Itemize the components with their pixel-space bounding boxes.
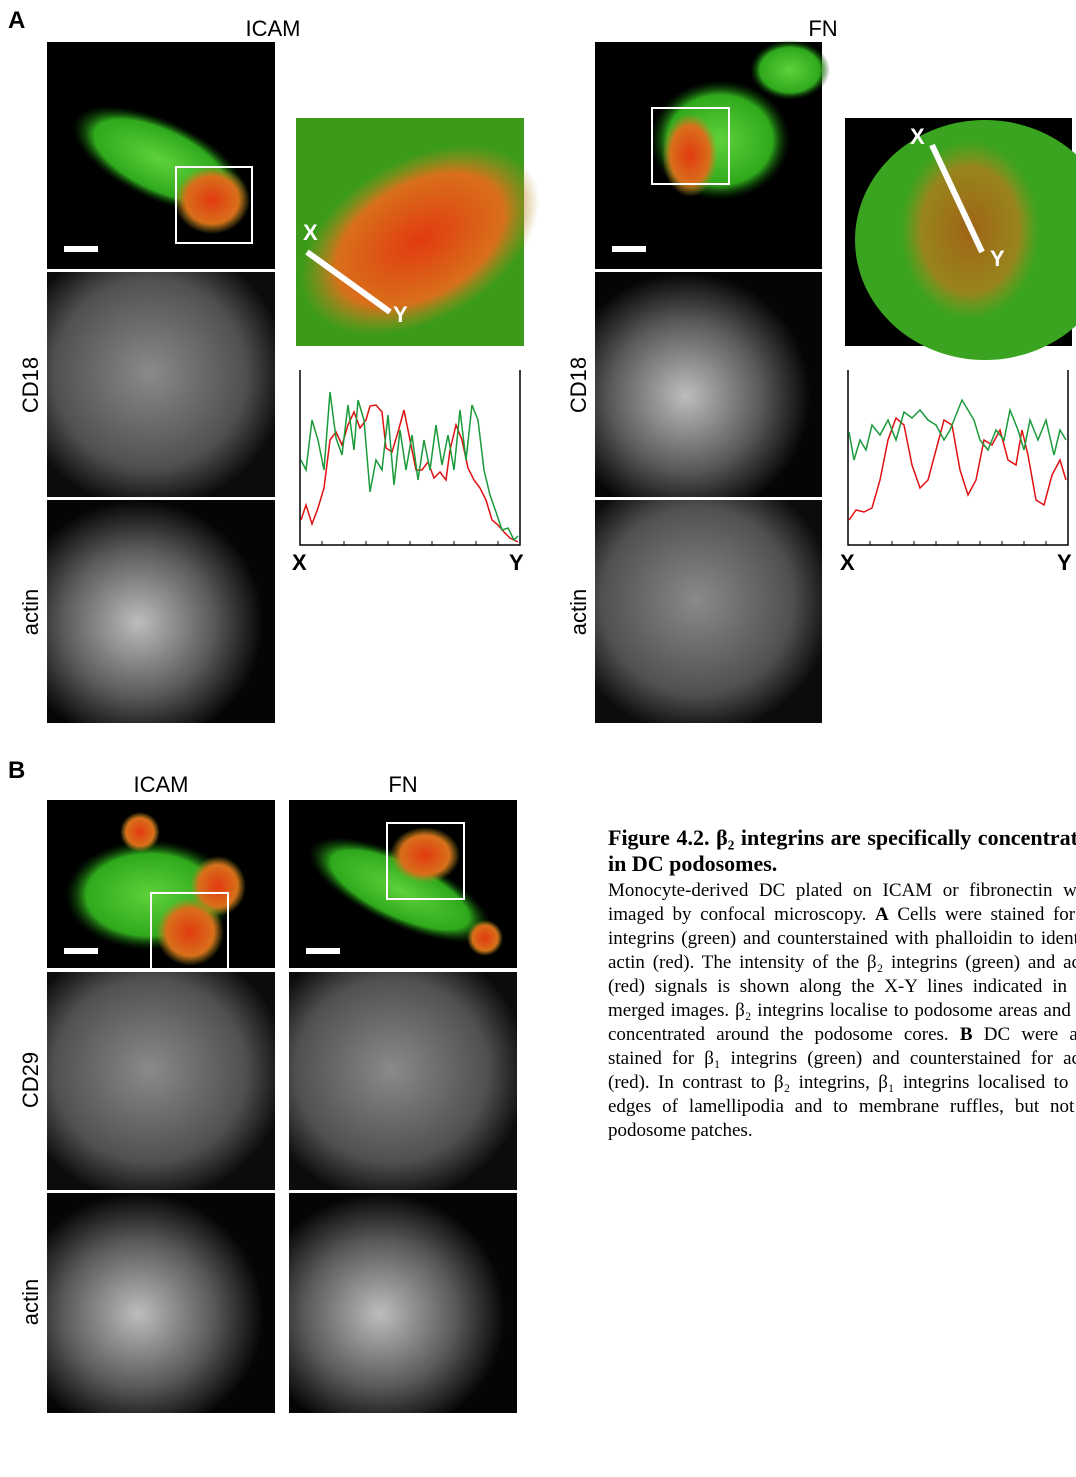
column-title: ICAM <box>246 16 301 41</box>
axis-end-label: Y <box>509 550 524 575</box>
figure-caption: Figure 4.2. β₂ integrins are specificall… <box>608 825 1076 1143</box>
row-label: actin <box>18 589 43 635</box>
line-end-label: Y <box>990 246 1005 271</box>
caption-text: Cells were stained for β₂ integrins (gre… <box>608 904 1076 1045</box>
line-end-label: Y <box>393 302 408 327</box>
row-label: CD18 <box>566 357 591 413</box>
column-title: FN <box>808 16 837 41</box>
grey-image <box>289 1193 517 1413</box>
caption-text: DC were also stained for β₁ integrins (g… <box>608 1024 1076 1141</box>
grey-image <box>47 500 275 723</box>
column-title: FN <box>388 772 417 797</box>
inset-image <box>845 118 1076 360</box>
row-label: CD29 <box>18 1052 43 1108</box>
row-label: actin <box>566 589 591 635</box>
inset-image <box>296 118 540 346</box>
merged-image <box>595 40 830 269</box>
column-title: ICAM <box>134 772 189 797</box>
grey-image <box>595 272 822 497</box>
panel-label: B <box>8 757 25 784</box>
grey-image <box>47 972 275 1190</box>
caption-title: Figure 4.2. β₂ integrins are specificall… <box>608 825 1076 876</box>
merged-image <box>47 800 275 970</box>
grey-image <box>47 272 275 497</box>
caption-panel-ref: B <box>959 1024 973 1045</box>
axis-end-label: Y <box>1057 550 1072 575</box>
line-end-label: X <box>303 220 318 245</box>
row-label: CD18 <box>18 357 43 413</box>
merged-image <box>289 800 517 968</box>
caption-panel-ref: A <box>874 904 889 925</box>
merged-image <box>47 42 275 269</box>
grey-image <box>595 500 822 723</box>
row-label: actin <box>18 1279 43 1325</box>
grey-image <box>289 972 517 1190</box>
panel-label: A <box>8 7 25 34</box>
intensity-plot <box>299 370 521 546</box>
caption-body: Monocyte-derived DC plated on ICAM or fi… <box>608 879 1076 1143</box>
axis-end-label: X <box>840 550 855 575</box>
grey-image <box>47 1193 275 1413</box>
caption-text: Monocyte-derived DC plated on ICAM or fi… <box>608 880 1076 925</box>
axis-end-label: X <box>292 550 307 575</box>
line-end-label: X <box>910 124 925 149</box>
intensity-plot <box>847 370 1069 546</box>
